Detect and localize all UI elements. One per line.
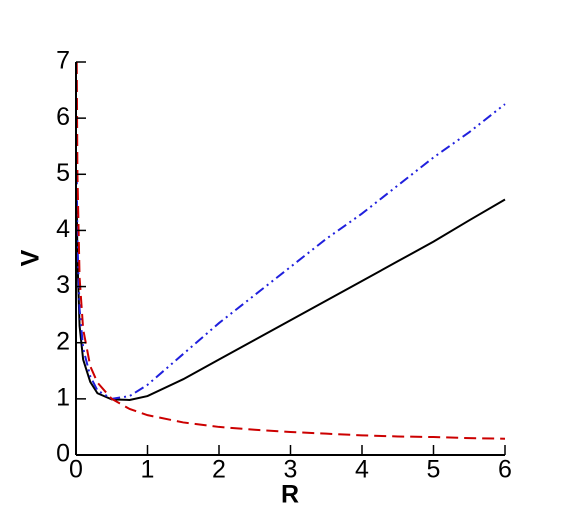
y-axis-title: V	[17, 249, 45, 266]
x-tick-label: 6	[498, 456, 512, 484]
x-tick-label: 0	[69, 456, 83, 484]
y-tick-label: 0	[56, 440, 70, 468]
y-tick-label: 7	[56, 47, 70, 75]
y-tick-label: 1	[56, 383, 70, 411]
y-tick-label: 3	[56, 271, 70, 299]
x-tick-label: 1	[141, 456, 155, 484]
y-tick-label: 5	[56, 159, 70, 187]
y-tick-label: 6	[56, 103, 70, 131]
y-tick-label: 4	[56, 215, 70, 243]
x-tick-label: 2	[212, 456, 226, 484]
y-tick-label: 2	[56, 327, 70, 355]
x-axis-title: R	[281, 481, 299, 509]
data-line	[75, 103, 506, 400]
x-tick-label: 5	[427, 456, 441, 484]
x-tick-label: 4	[355, 456, 369, 484]
data-line	[75, 61, 506, 440]
data-line	[75, 198, 506, 401]
x-tick-label: 3	[284, 456, 298, 484]
